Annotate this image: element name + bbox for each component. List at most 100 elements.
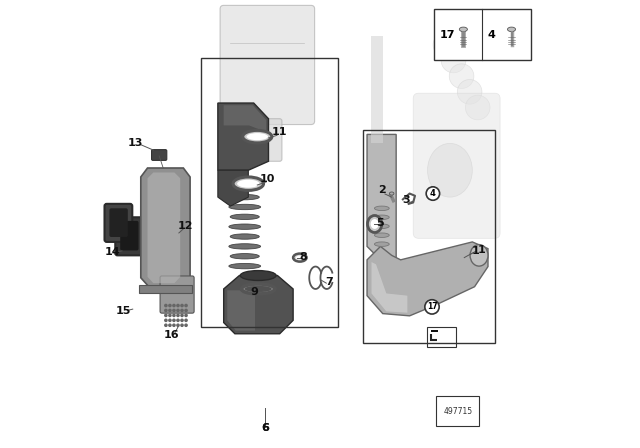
Ellipse shape	[441, 48, 466, 73]
Circle shape	[177, 305, 179, 307]
FancyBboxPatch shape	[248, 119, 282, 161]
Circle shape	[181, 314, 183, 317]
Circle shape	[173, 324, 175, 327]
Ellipse shape	[240, 271, 276, 280]
Ellipse shape	[230, 254, 259, 259]
Text: 7: 7	[325, 277, 333, 287]
Ellipse shape	[230, 194, 259, 200]
Ellipse shape	[230, 234, 259, 239]
Ellipse shape	[374, 215, 389, 220]
Ellipse shape	[229, 204, 260, 210]
Polygon shape	[141, 168, 190, 287]
Circle shape	[164, 314, 167, 317]
Text: 6: 6	[261, 423, 269, 433]
Ellipse shape	[229, 244, 260, 249]
Circle shape	[181, 319, 183, 322]
FancyBboxPatch shape	[104, 204, 132, 242]
Ellipse shape	[237, 180, 260, 188]
Circle shape	[164, 310, 167, 312]
Circle shape	[425, 300, 439, 314]
Circle shape	[177, 310, 179, 312]
Bar	[139, 285, 192, 293]
Ellipse shape	[243, 130, 272, 143]
Circle shape	[185, 324, 187, 327]
Ellipse shape	[374, 224, 389, 228]
Polygon shape	[218, 170, 248, 206]
Polygon shape	[224, 105, 266, 132]
Text: 3: 3	[403, 195, 410, 205]
FancyBboxPatch shape	[160, 276, 194, 313]
Ellipse shape	[374, 233, 389, 237]
Polygon shape	[367, 242, 488, 316]
Ellipse shape	[230, 214, 259, 220]
Circle shape	[181, 324, 183, 327]
Text: 13: 13	[128, 138, 143, 148]
Ellipse shape	[233, 177, 264, 190]
Text: 1: 1	[477, 245, 486, 255]
Polygon shape	[227, 290, 255, 331]
FancyBboxPatch shape	[120, 221, 139, 250]
Ellipse shape	[296, 255, 304, 260]
Text: 2: 2	[378, 185, 386, 195]
Ellipse shape	[508, 27, 516, 32]
Polygon shape	[371, 262, 407, 313]
Circle shape	[173, 305, 175, 307]
Ellipse shape	[374, 206, 389, 211]
Circle shape	[185, 314, 187, 317]
Text: 17: 17	[427, 302, 437, 311]
Bar	[202, 58, 338, 327]
Circle shape	[185, 319, 187, 322]
Text: 14: 14	[104, 247, 120, 257]
Circle shape	[177, 314, 179, 317]
Ellipse shape	[465, 95, 490, 120]
Text: 5: 5	[376, 218, 384, 228]
Polygon shape	[218, 103, 269, 170]
Ellipse shape	[371, 219, 379, 229]
Ellipse shape	[246, 133, 268, 140]
Text: 15: 15	[116, 306, 131, 316]
Ellipse shape	[241, 284, 275, 294]
Circle shape	[164, 305, 167, 307]
Circle shape	[169, 310, 171, 312]
Text: 1: 1	[472, 246, 479, 256]
Ellipse shape	[229, 263, 260, 269]
Text: 12: 12	[178, 221, 193, 231]
Circle shape	[185, 305, 187, 307]
Ellipse shape	[293, 254, 307, 262]
Ellipse shape	[244, 286, 271, 292]
Text: 17: 17	[440, 30, 455, 40]
Circle shape	[169, 305, 171, 307]
Polygon shape	[224, 276, 293, 334]
Text: 4: 4	[488, 30, 495, 40]
Ellipse shape	[389, 192, 394, 195]
Circle shape	[169, 319, 171, 322]
FancyBboxPatch shape	[413, 93, 500, 238]
FancyBboxPatch shape	[109, 208, 128, 237]
Circle shape	[164, 324, 167, 327]
Circle shape	[169, 314, 171, 317]
Bar	[371, 36, 383, 143]
Ellipse shape	[374, 242, 389, 246]
FancyBboxPatch shape	[152, 150, 167, 160]
Bar	[431, 330, 438, 332]
Text: 8: 8	[299, 252, 307, 262]
Ellipse shape	[460, 27, 467, 32]
Bar	[435, 9, 531, 60]
Text: 10: 10	[260, 174, 275, 184]
Ellipse shape	[449, 64, 474, 89]
Circle shape	[185, 310, 187, 312]
Text: 497715: 497715	[443, 406, 472, 416]
Ellipse shape	[470, 245, 488, 266]
Bar	[436, 396, 479, 426]
Bar	[362, 130, 495, 343]
Circle shape	[173, 314, 175, 317]
Bar	[427, 327, 456, 347]
FancyBboxPatch shape	[220, 5, 315, 125]
Circle shape	[426, 187, 440, 200]
Text: 9: 9	[251, 287, 259, 297]
Polygon shape	[148, 172, 180, 283]
Polygon shape	[367, 134, 396, 260]
Circle shape	[181, 305, 183, 307]
Ellipse shape	[433, 33, 458, 57]
Text: 11: 11	[272, 127, 287, 137]
